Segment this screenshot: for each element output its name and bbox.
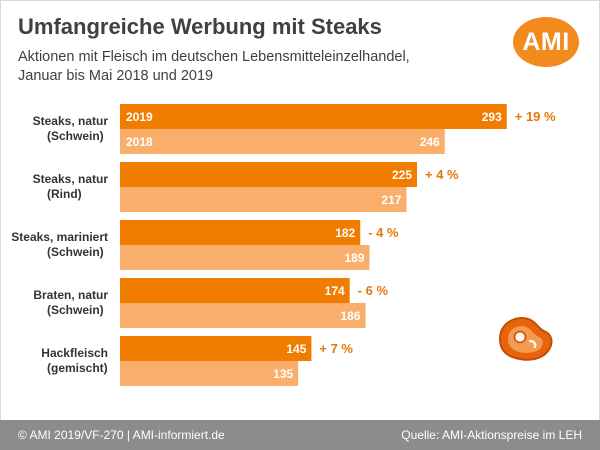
- bar-value-label: 174: [325, 284, 345, 298]
- category-label: Steaks, natur: [33, 114, 109, 128]
- category-label: Braten, natur: [33, 288, 108, 302]
- chart-title: Umfangreiche Werbung mit Steaks: [18, 14, 382, 39]
- ami-logo: AMI: [513, 17, 579, 67]
- change-label: + 7 %: [319, 341, 353, 356]
- bar-value-label: 182: [335, 226, 355, 240]
- bar-2018: [120, 303, 366, 328]
- category-label: Steaks, natur: [33, 172, 109, 186]
- bar-value-label: 186: [340, 309, 360, 323]
- bar-2018: [120, 245, 370, 270]
- bar-value-label: 225: [392, 168, 412, 182]
- bar-2018: [120, 187, 407, 212]
- category-sublabel: (Rind): [47, 187, 82, 201]
- bar-value-label: 135: [273, 367, 293, 381]
- change-label: + 19 %: [515, 109, 556, 124]
- bar-value-label: 189: [344, 251, 364, 265]
- bar-2019: [120, 220, 361, 245]
- bar-2019: [120, 336, 312, 361]
- bar-2018: [120, 361, 299, 386]
- footer-copyright: © AMI 2019/VF-270 | AMI-informiert.de: [18, 428, 225, 442]
- change-label: - 6 %: [358, 283, 389, 298]
- chart-subtitle: Aktionen mit Fleisch im deutschen Lebens…: [18, 48, 410, 86]
- category-sublabel: (Schwein): [47, 303, 104, 317]
- bar-2019: [120, 104, 507, 129]
- change-label: - 4 %: [368, 225, 399, 240]
- series-label: 2018: [126, 135, 153, 149]
- steak-icon: [498, 317, 553, 361]
- bar-value-label: 145: [286, 342, 306, 356]
- category-sublabel: (gemischt): [47, 361, 108, 375]
- category-label: Hackfleisch: [41, 346, 108, 360]
- subtitle-line-2: Januar bis Mai 2018 und 2019: [18, 68, 214, 84]
- bar-2019: [120, 278, 350, 303]
- bar-2018: [120, 129, 445, 154]
- change-label: + 4 %: [425, 167, 459, 182]
- bar-2019: [120, 162, 417, 187]
- bar-value-label: 246: [420, 135, 440, 149]
- subtitle-line-1: Aktionen mit Fleisch im deutschen Lebens…: [18, 49, 410, 65]
- bar-value-label: 217: [381, 193, 401, 207]
- category-sublabel: (Schwein): [47, 129, 104, 143]
- bar-value-label: 293: [482, 110, 502, 124]
- footer-bar: © AMI 2019/VF-270 | AMI-informiert.de Qu…: [0, 420, 600, 450]
- footer-source: Quelle: AMI-Aktionspreise im LEH: [401, 428, 582, 442]
- category-sublabel: (Schwein): [47, 245, 104, 259]
- series-label: 2019: [126, 110, 153, 124]
- category-label: Steaks, mariniert: [11, 230, 108, 244]
